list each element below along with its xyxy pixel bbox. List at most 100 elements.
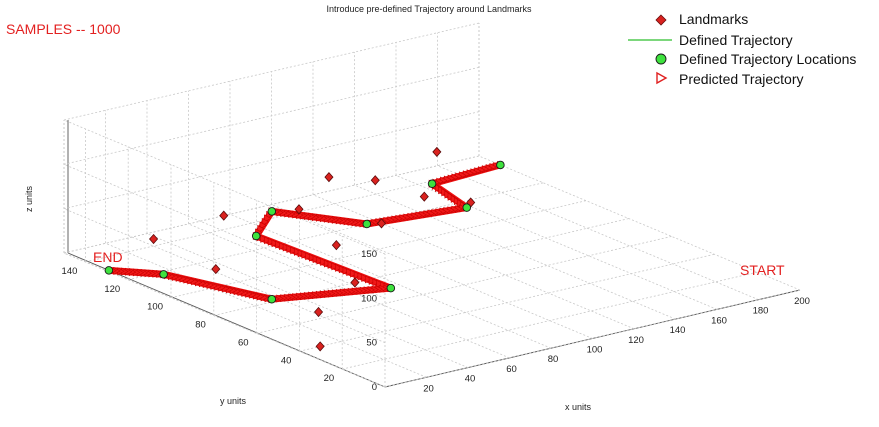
predicted-point <box>301 250 309 259</box>
predicted-point <box>290 246 298 255</box>
legend: Landmarks Defined Trajectory Defined Tra… <box>628 11 856 87</box>
legend-item-predicted-trajectory: Predicted Trajectory <box>656 71 804 87</box>
trajectory-location-point <box>496 160 505 170</box>
trajectory-location-point <box>267 294 277 304</box>
chart-title: Introduce pre-defined Trajectory around … <box>326 4 532 14</box>
landmarks-series <box>149 146 476 352</box>
predicted-point <box>271 239 280 248</box>
grid-line <box>146 233 469 368</box>
predicted-point <box>331 262 339 271</box>
landmark-point <box>315 341 325 352</box>
legend-label: Defined Trajectory <box>679 32 793 48</box>
x-tick-label: 80 <box>548 354 559 365</box>
predicted-point <box>361 273 369 282</box>
predicted-point <box>316 256 324 265</box>
x-tick-label: 180 <box>753 306 769 317</box>
predicted-point <box>267 237 276 246</box>
trajectory-location-point <box>427 179 437 188</box>
grid-line <box>63 208 386 344</box>
trajectory-location-point <box>159 270 168 279</box>
end-annotation: END <box>93 249 123 265</box>
landmark-point <box>149 233 159 245</box>
x-tick-label: 160 <box>711 315 727 326</box>
grid-line <box>312 194 635 330</box>
legend-label: Predicted Trajectory <box>679 71 804 87</box>
grid-line <box>63 155 480 254</box>
z-axis-label: z units <box>24 185 34 212</box>
z-tick-label: 100 <box>361 293 377 304</box>
y-tick-label: 40 <box>281 355 292 366</box>
z-tick-label: 150 <box>361 249 377 260</box>
predicted-triangle-icon <box>656 71 668 85</box>
grid-line <box>384 289 801 388</box>
trajectory-location-point <box>267 207 277 216</box>
grid-line <box>63 66 480 165</box>
grid-line <box>342 271 758 370</box>
predicted-point <box>365 275 373 284</box>
predicted-point <box>279 242 287 251</box>
landmark-point <box>376 218 387 229</box>
z-tick-label: 50 <box>366 338 377 349</box>
y-tick-label: 100 <box>147 302 163 313</box>
grid-line <box>354 184 676 320</box>
start-annotation: START <box>740 262 785 278</box>
trajectory-location-point <box>362 219 372 229</box>
landmark-point <box>331 239 341 251</box>
trajectory-location-point <box>386 283 396 293</box>
predicted-trajectory-series <box>105 160 505 304</box>
y-tick-label: 140 <box>62 266 78 277</box>
predicted-point <box>297 249 306 258</box>
trajectory-location-point <box>104 266 114 275</box>
predicted-point <box>308 253 317 262</box>
predicted-point <box>342 266 351 275</box>
predicted-point <box>323 259 332 268</box>
grid-line <box>213 218 629 316</box>
y-tick-label: 60 <box>238 337 249 348</box>
grid-line <box>299 253 715 352</box>
x-tick-label: 120 <box>628 335 644 346</box>
x-tick-label: 140 <box>670 325 686 336</box>
legend-item-trajectory-locations: Defined Trajectory Locations <box>655 51 856 67</box>
predicted-point <box>350 269 358 278</box>
trajectory-location-point <box>462 203 472 212</box>
grid-line <box>63 163 386 299</box>
trajectory-locations-series <box>104 160 505 304</box>
landmark-point <box>419 191 429 202</box>
x-axis-label: x units <box>565 402 592 412</box>
legend-item-defined-trajectory: Defined Trajectory <box>628 32 793 48</box>
grid-line <box>63 22 480 121</box>
grid-line <box>256 236 672 334</box>
predicted-point <box>312 255 321 264</box>
y-axis-label: y units <box>220 396 247 406</box>
grid-line <box>63 111 480 210</box>
grid-line <box>271 204 593 339</box>
trajectory-location-point <box>251 231 261 241</box>
x-tick-label: 20 <box>423 383 434 394</box>
predicted-point <box>286 244 294 253</box>
legend-label: Landmarks <box>679 11 748 27</box>
predicted-point <box>327 260 336 269</box>
y-tick-label: 80 <box>195 320 206 331</box>
predicted-point <box>264 236 272 245</box>
predicted-point <box>335 263 343 272</box>
landmark-diamond-icon <box>655 14 667 26</box>
predicted-point <box>353 271 362 280</box>
grid-line <box>478 155 801 291</box>
predicted-point <box>305 252 313 261</box>
grid-line <box>63 252 386 388</box>
landmark-point <box>370 175 380 186</box>
predicted-point <box>260 234 268 243</box>
samples-annotation: SAMPLES -- 1000 <box>6 21 121 37</box>
predicted-point <box>338 265 347 274</box>
x-tick-label: 60 <box>506 364 517 375</box>
grid-line <box>170 200 587 299</box>
predicted-point <box>357 272 366 281</box>
x-tick-label: 40 <box>465 374 476 385</box>
landmark-point <box>313 306 324 318</box>
x-tick-label: 200 <box>794 296 810 307</box>
x-tick-label: 100 <box>587 345 603 356</box>
z-tick-label: 0 <box>372 382 377 393</box>
landmark-point <box>294 204 304 215</box>
grid-line <box>229 213 552 349</box>
